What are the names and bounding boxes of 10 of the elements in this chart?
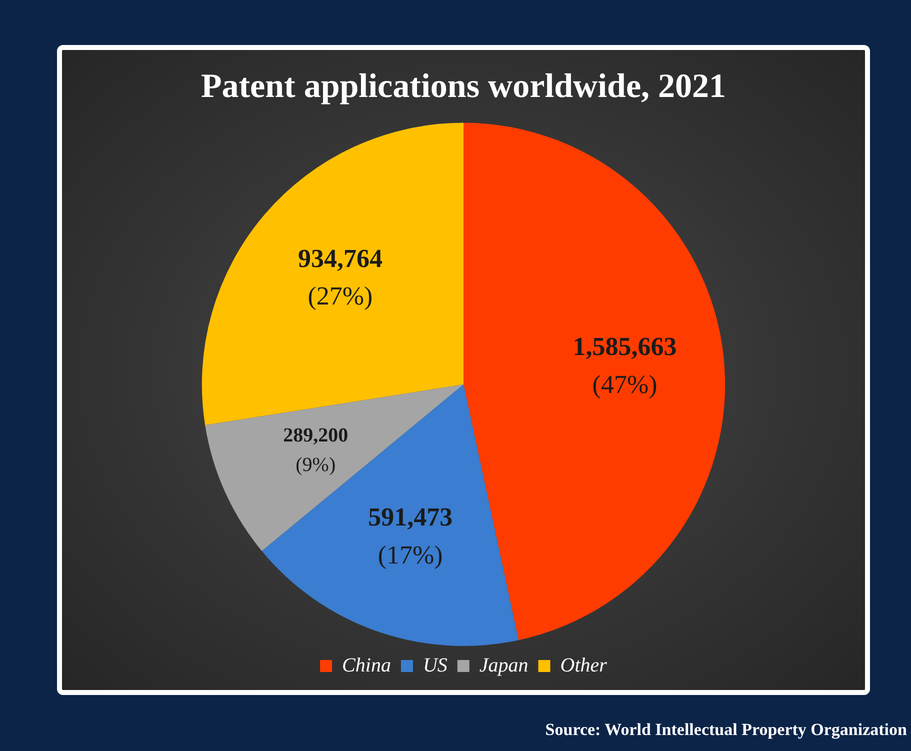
data-label: 591,473 (17%)	[368, 502, 453, 570]
chart-title: Patent applications worldwide, 2021	[200, 68, 726, 106]
legend-label: Japan	[479, 654, 528, 676]
legend-label: Other	[560, 654, 608, 676]
legend-label: China	[342, 654, 391, 676]
data-label: 934,764 (27%)	[298, 244, 382, 311]
data-label: 1,585,663 (47%)	[572, 332, 677, 399]
legend-label: US	[422, 654, 448, 676]
source-note: Source: World Intellectual Property Organization	[545, 720, 907, 740]
data-label: 289,200 (9%)	[283, 424, 348, 476]
